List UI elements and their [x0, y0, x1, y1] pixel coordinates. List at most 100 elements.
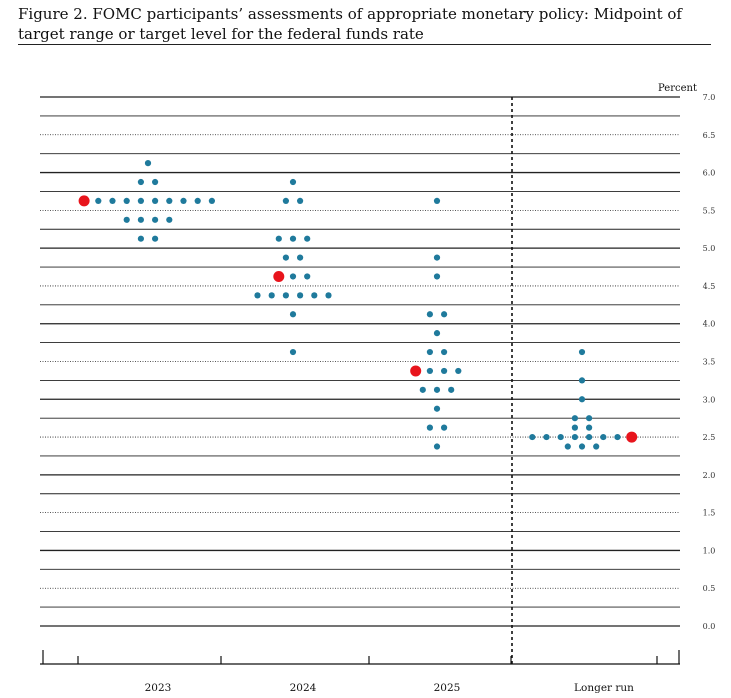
participant-dot	[426, 348, 433, 356]
participant-dot	[275, 235, 282, 242]
participant-dot	[578, 396, 586, 403]
participant-dot	[152, 178, 159, 186]
participant-dot	[137, 216, 144, 223]
participant-dot	[578, 443, 586, 450]
participant-dot	[433, 197, 441, 205]
participant-dot	[426, 424, 433, 431]
participant-dot	[152, 235, 159, 242]
participant-dot	[586, 424, 593, 431]
participant-dot	[426, 367, 433, 375]
y-tick-label: 3.0	[703, 395, 716, 404]
participant-dot	[282, 197, 289, 205]
participant-dot	[123, 216, 130, 223]
participant-dot	[448, 386, 455, 393]
y-tick-label: 0.0	[703, 622, 716, 631]
participant-dot	[282, 292, 289, 299]
participant-dot	[109, 197, 116, 205]
x-category-label: 2024	[290, 682, 317, 694]
participant-dot	[586, 415, 593, 422]
participant-dot	[166, 216, 173, 223]
participant-dot	[289, 311, 297, 318]
participant-dot	[543, 433, 550, 441]
y-tick-label: 1.0	[703, 546, 716, 555]
participant-dot	[304, 235, 311, 242]
participant-dot	[208, 197, 215, 205]
dots-layer	[78, 160, 638, 450]
y-tick-label: 5.5	[703, 206, 716, 215]
y-tick-label: 4.5	[703, 282, 716, 291]
participant-dot	[529, 433, 536, 441]
participant-dot	[289, 273, 297, 280]
participant-dot	[268, 292, 275, 299]
participant-dot	[593, 443, 600, 450]
participant-dot	[578, 348, 586, 356]
participant-dot	[586, 433, 593, 441]
participant-dot	[289, 348, 297, 356]
median-dot	[78, 195, 90, 207]
figure-title: Figure 2. FOMC participants’ assessments…	[18, 5, 682, 43]
participant-dot	[194, 197, 201, 205]
y-tick-label: 2.5	[703, 433, 716, 442]
x-category-labels: 2023 2024 2025 Longer run	[145, 682, 635, 694]
participant-dot	[455, 367, 462, 375]
participant-dot	[433, 386, 441, 393]
median-dot	[410, 365, 422, 377]
participant-dot	[166, 197, 173, 205]
title-rule	[18, 44, 711, 45]
participant-dot	[419, 386, 426, 393]
y-tick-label: 5.0	[703, 244, 716, 253]
participant-dot	[137, 178, 144, 186]
grid-lines	[40, 96, 680, 627]
participant-dot	[557, 433, 564, 441]
participant-dot	[614, 433, 621, 441]
participant-dot	[297, 197, 304, 205]
participant-dot	[571, 433, 579, 441]
participant-dot	[137, 197, 144, 205]
participant-dot	[152, 197, 159, 205]
participant-dot	[571, 415, 579, 422]
participant-dot	[441, 348, 448, 356]
participant-dot	[433, 254, 441, 261]
participant-dot	[571, 424, 579, 431]
participant-dot	[433, 443, 441, 450]
participant-dot	[441, 367, 448, 375]
participant-dot	[95, 197, 102, 205]
participant-dot	[254, 292, 261, 299]
y-tick-label: 7.0	[703, 93, 716, 102]
median-dot	[626, 431, 638, 443]
x-axis	[40, 650, 680, 665]
participant-dot	[289, 235, 297, 242]
participant-dot	[282, 254, 289, 261]
participant-dot	[433, 330, 441, 337]
participant-dot	[441, 311, 448, 318]
y-tick-label: 1.5	[703, 509, 716, 518]
median-dot	[273, 270, 285, 282]
participant-dot	[137, 235, 144, 242]
y-tick-label: 4.0	[703, 320, 716, 329]
participant-dot	[152, 216, 159, 223]
y-tick-label: 0.5	[703, 584, 716, 593]
participant-dot	[123, 197, 130, 205]
participant-dot	[289, 178, 297, 186]
participant-dot	[297, 292, 304, 299]
participant-dot	[441, 424, 448, 431]
y-axis-label: Percent	[658, 83, 697, 94]
participant-dot	[433, 273, 441, 280]
participant-dot	[144, 160, 152, 167]
participant-dot	[600, 433, 607, 441]
x-category-label: 2023	[145, 682, 172, 694]
participant-dot	[304, 273, 311, 280]
participant-dot	[578, 377, 586, 384]
participant-dot	[325, 292, 332, 299]
participant-dot	[564, 443, 571, 450]
y-tick-label: 6.5	[703, 131, 716, 140]
participant-dot	[433, 405, 441, 412]
y-tick-label: 6.0	[703, 169, 716, 178]
y-tick-label: 3.5	[703, 358, 716, 367]
participant-dot	[311, 292, 318, 299]
y-tick-label: 2.0	[703, 471, 716, 480]
participant-dot	[426, 311, 433, 318]
x-category-label: 2025	[434, 682, 461, 694]
participant-dot	[297, 254, 304, 261]
